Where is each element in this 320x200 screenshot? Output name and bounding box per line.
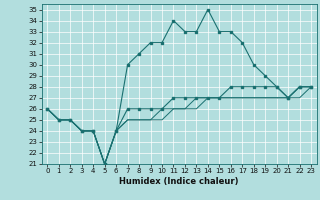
X-axis label: Humidex (Indice chaleur): Humidex (Indice chaleur) [119, 177, 239, 186]
